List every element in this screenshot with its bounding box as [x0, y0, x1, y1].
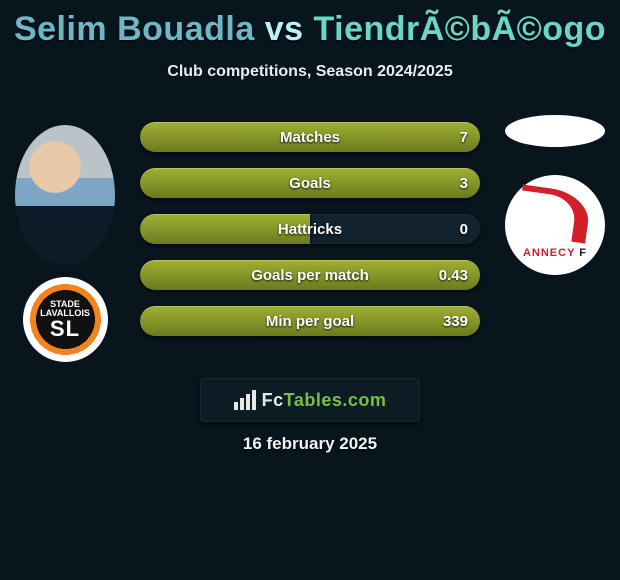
stat-bar: Goals per match0.43 — [140, 260, 480, 290]
right-column: ANNECY F — [500, 115, 610, 275]
stat-bars: Matches7Goals3Hattricks0Goals per match0… — [140, 122, 480, 352]
stat-bar-label: Hattricks — [140, 214, 480, 244]
stat-bar-right-value: 0.43 — [439, 260, 468, 290]
subtitle: Club competitions, Season 2024/2025 — [0, 63, 620, 81]
page-title: Selim Bouadla vs TiendrÃ©bÃ©ogo — [0, 0, 620, 49]
club-badge-left: STADE LAVALLOIS SL — [23, 277, 108, 362]
stat-bar: Hattricks0 — [140, 214, 480, 244]
stat-bar: Matches7 — [140, 122, 480, 152]
stat-bar-label: Min per goal — [140, 306, 480, 336]
stat-bar: Min per goal339 — [140, 306, 480, 336]
stat-bar-label: Goals per match — [140, 260, 480, 290]
club-badge-right-label-a: ANNECY — [523, 247, 575, 259]
title-player1: Selim Bouadla — [14, 10, 255, 48]
title-player2: TiendrÃ©bÃ©ogo — [313, 10, 606, 48]
brand-logo: FcTables.com — [200, 378, 420, 422]
brand-fc: Fc — [262, 390, 284, 410]
stat-bar-right-value: 7 — [460, 122, 468, 152]
stat-bar-label: Matches — [140, 122, 480, 152]
date: 16 february 2025 — [0, 434, 620, 454]
stat-bar-label: Goals — [140, 168, 480, 198]
stat-bar-right-value: 3 — [460, 168, 468, 198]
stat-bar-right-value: 0 — [460, 214, 468, 244]
stat-bar: Goals3 — [140, 168, 480, 198]
title-vs: vs — [265, 10, 304, 48]
club-badge-left-big: SL — [40, 318, 90, 340]
club-badge-right-label-b: F — [575, 247, 587, 259]
club-badge-right-swoosh-icon — [516, 184, 592, 243]
left-column: STADE LAVALLOIS SL — [10, 125, 120, 362]
brand-t: Tables.com — [284, 390, 387, 410]
player-avatar-left — [15, 125, 115, 265]
club-badge-right: ANNECY F — [505, 175, 605, 275]
player-avatar-right — [505, 115, 605, 147]
brand-bars-icon — [234, 390, 256, 410]
stat-bar-right-value: 339 — [443, 306, 468, 336]
